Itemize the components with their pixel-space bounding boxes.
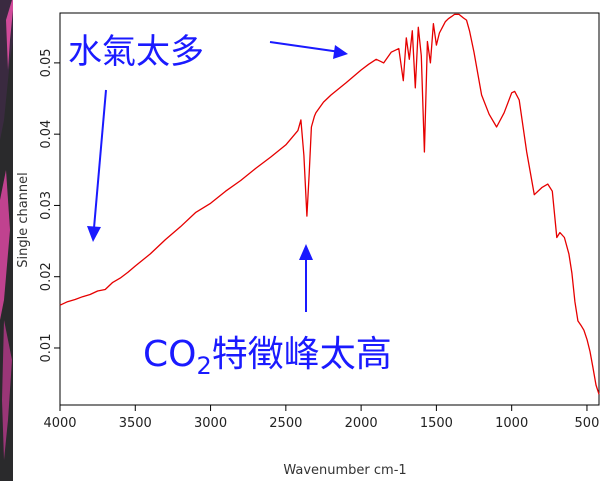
y-tick-label: 0.03 xyxy=(39,191,54,220)
plot-frame xyxy=(59,12,600,406)
y-tick-label: 0.05 xyxy=(39,48,54,77)
x-tick-label: 3500 xyxy=(119,416,152,431)
y-tick-label: 0.02 xyxy=(39,262,54,291)
x-tick-label: 3000 xyxy=(194,416,227,431)
annotation-co2-subscript: 2 xyxy=(196,352,211,380)
series-group xyxy=(59,13,600,395)
arrow-to-water-noise xyxy=(93,89,107,229)
y-tick-label: 0.04 xyxy=(39,120,54,149)
annotation-co2-suffix: 特徵峰太高 xyxy=(212,334,392,375)
arrow-head-up xyxy=(299,244,313,260)
arrow-to-water-peaks xyxy=(269,41,341,53)
annotation-water-too-much: 水氣太多 xyxy=(68,32,204,72)
chart-background xyxy=(13,0,604,481)
x-tick-label: 500 xyxy=(575,416,600,431)
y-axis: 0.01 0.02 0.03 0.04 0.05 xyxy=(39,48,60,362)
arrow-head-right xyxy=(333,45,348,59)
spectrum-line xyxy=(59,13,600,395)
annotation-arrows xyxy=(87,41,348,312)
y-tick-label: 0.01 xyxy=(39,334,54,363)
x-axis-label: Wavenumber cm-1 xyxy=(283,463,406,478)
annotation-co2-peak: CO2特徵峰太高 xyxy=(143,334,392,380)
annotation-co2-label: CO xyxy=(143,334,196,375)
arrow-head-down xyxy=(87,226,101,242)
x-tick-label: 2000 xyxy=(345,416,378,431)
x-tick-label: 2500 xyxy=(269,416,302,431)
x-tick-label: 1000 xyxy=(495,416,528,431)
x-tick-label: 4000 xyxy=(43,416,76,431)
y-axis-label: Single channel xyxy=(16,172,31,268)
x-tick-label: 1500 xyxy=(420,416,453,431)
x-axis: 4000 3500 3000 2500 2000 1500 1000 500 xyxy=(43,405,599,431)
